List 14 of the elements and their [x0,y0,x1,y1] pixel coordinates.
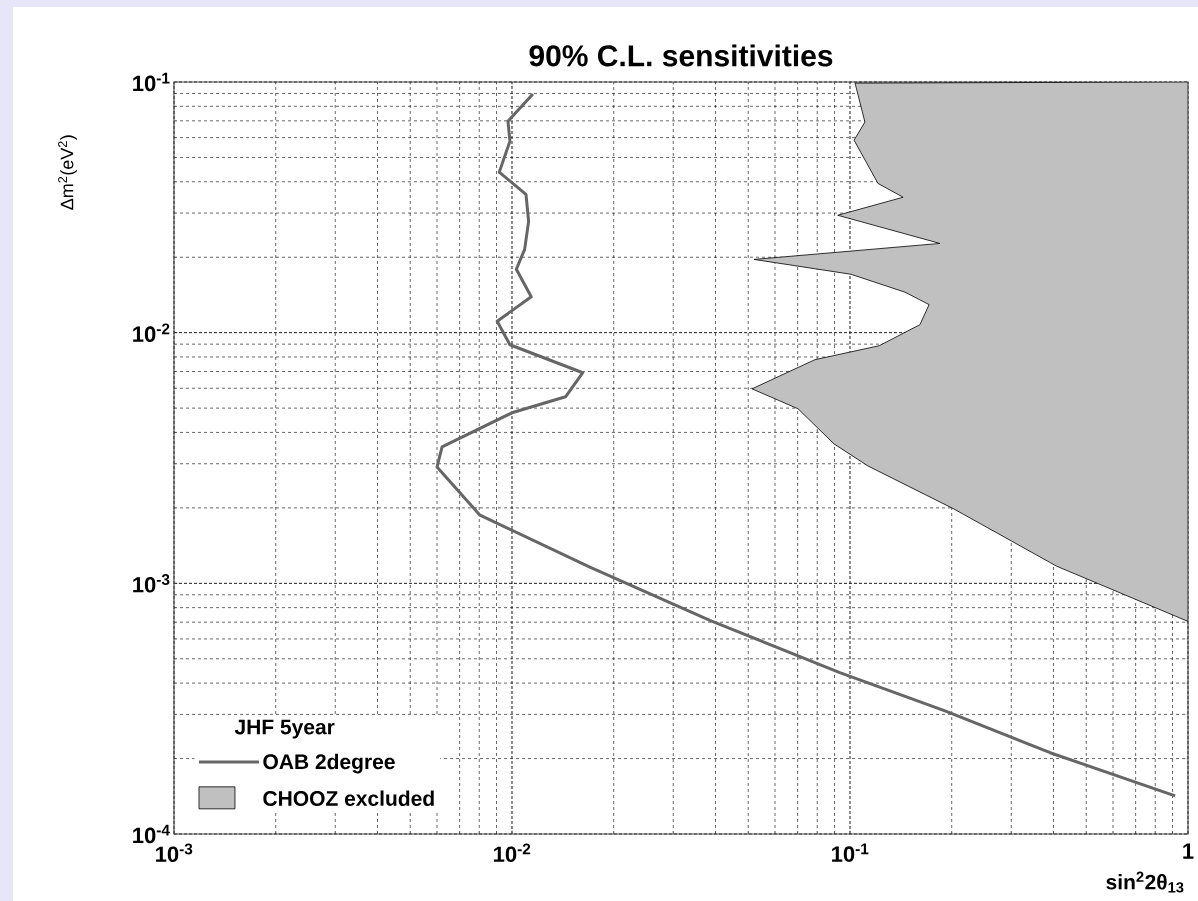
legend-label: OAB 2degree [263,753,395,774]
x-axis-title: sin$^{2}$2θ$_{13}$ [1106,871,1184,893]
y-tick-label: 10$^{-4}$ [133,824,170,844]
legend-label: CHOOZ excluded [263,790,434,806]
y-tick-label: 10$^{-1}$ [133,72,170,92]
chart-title: 90% C.L. sensitivities [529,44,833,67]
legend-title: JHF 5year [234,719,335,739]
y-tick-label: 10$^{-2}$ [133,323,170,342]
x-tick-label: 10$^{-2}$ [494,843,531,863]
x-tick-label: 10$^{-1}$ [832,843,869,862]
y-tick-label: 10$^{-3}$ [133,574,170,593]
y-axis-title: Δm$^{2}$(eV$^{2}$) [58,135,77,210]
x-tick-label: 1 [1183,843,1194,859]
x-tick-label: 10$^{-3}$ [156,843,193,863]
